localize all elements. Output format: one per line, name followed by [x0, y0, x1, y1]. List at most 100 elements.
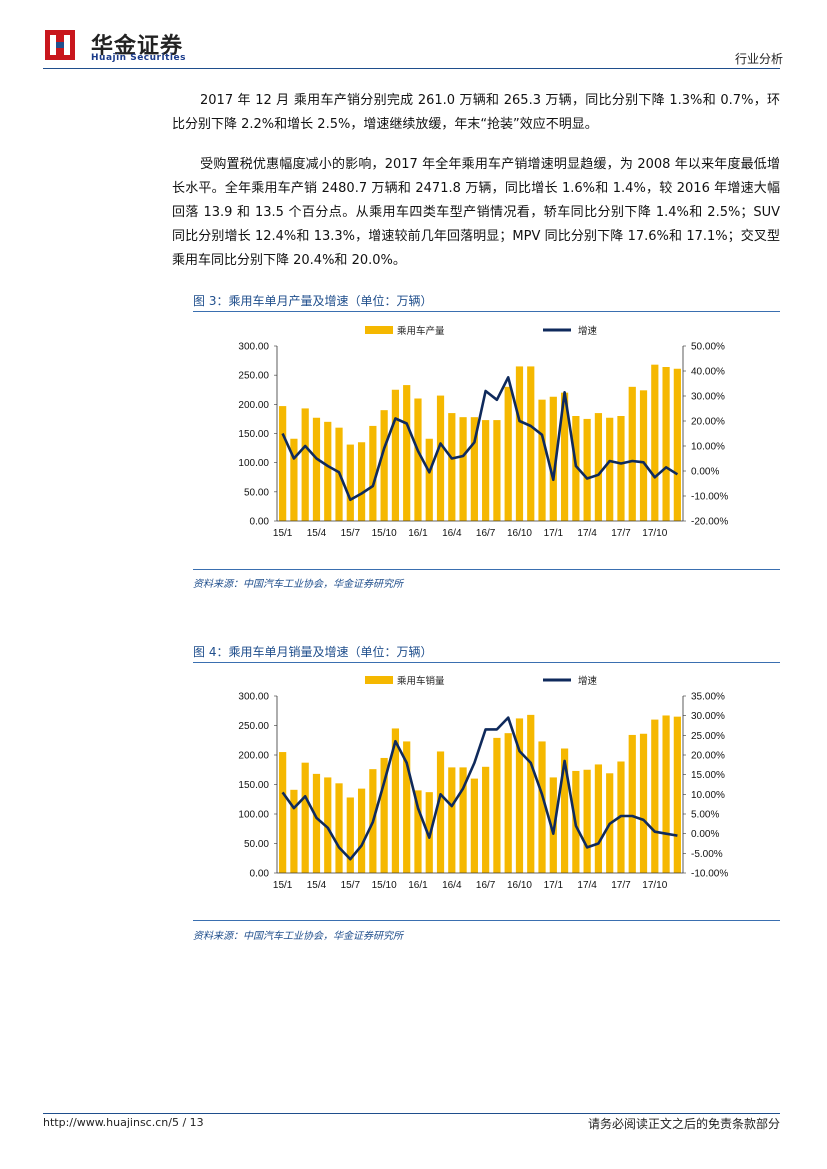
bar-mark — [357, 788, 366, 873]
bar-mark — [290, 438, 298, 521]
bar-mark — [572, 416, 580, 521]
paragraph-text: 2017 年 12 月 乘用车产销分别完成 261.0 万辆和 265.3 万辆… — [172, 93, 780, 132]
x-axis-tick-label: 16/10 — [507, 880, 532, 891]
bar-mark — [459, 767, 467, 873]
bar-mark — [436, 395, 445, 521]
left-axis-tick-label: 0.00 — [250, 869, 270, 880]
right-axis-tick-label: 20.00% — [691, 751, 725, 762]
bar-mark — [380, 757, 388, 873]
x-axis-tick-label: 16/1 — [408, 880, 428, 891]
x-axis-tick-label: 17/1 — [544, 880, 564, 891]
right-axis-tick-label: 10.00% — [691, 442, 725, 453]
x-axis-tick-label: 15/10 — [372, 880, 397, 891]
left-axis-tick-label: 300.00 — [238, 692, 269, 703]
logo-chinese-name: 华金证券 — [91, 34, 184, 59]
left-axis-tick-label: 0.00 — [250, 517, 270, 528]
bar-mark — [346, 797, 354, 873]
x-axis-tick-label: 17/10 — [642, 880, 667, 891]
x-axis-tick-label: 15/1 — [273, 528, 293, 539]
bar-mark — [594, 413, 603, 521]
figure-3-top-rule — [193, 311, 780, 312]
page-header: 华金证券 Huajin Securities 行业分析 — [43, 28, 783, 68]
bar-mark — [414, 790, 422, 873]
bar-mark — [606, 417, 614, 521]
bar-mark — [391, 389, 400, 521]
bar-mark — [436, 751, 445, 873]
bar-mark — [301, 762, 309, 873]
x-axis-tick-label: 16/1 — [408, 528, 428, 539]
bar-mark — [673, 368, 681, 521]
bar-mark — [560, 748, 569, 873]
bar-mark — [482, 420, 490, 521]
left-axis-tick-label: 50.00 — [244, 839, 269, 850]
logo-english-name: Huajin Securities — [91, 53, 186, 63]
x-axis-tick-label: 16/7 — [476, 880, 496, 891]
footer-disclaimer: 请务必阅读正文之后的免责条款部分 — [587, 1117, 780, 1131]
x-axis-tick-label: 15/7 — [341, 880, 361, 891]
x-axis-tick-label: 17/10 — [642, 528, 667, 539]
bar-mark — [380, 410, 388, 521]
left-axis-tick-label: 150.00 — [238, 429, 269, 440]
right-axis-tick-label: 40.00% — [691, 367, 725, 378]
huajin-logo-icon — [45, 30, 75, 60]
right-axis-tick-label: -10.00% — [691, 492, 728, 503]
bar-mark — [549, 396, 557, 521]
x-axis-tick-label: 16/7 — [476, 528, 496, 539]
bar-mark — [290, 789, 298, 873]
paragraph-annual-summary: 受购置税优惠幅度减小的影响，2017 年全年乘用车产销增速明显趋缓，为 2008… — [172, 153, 780, 273]
bar-mark — [651, 364, 659, 521]
figure-4-title: 图 4：乘用车单月销量及增速（单位：万辆） — [193, 645, 433, 659]
figure-3-title: 图 3：乘用车单月产量及增速（单位：万辆） — [193, 294, 433, 308]
bar-mark — [538, 399, 546, 521]
right-axis-tick-label: 35.00% — [691, 692, 725, 703]
x-axis-tick-label: 17/4 — [577, 880, 597, 891]
right-axis-tick-label: 0.00% — [691, 829, 719, 840]
header-divider — [43, 68, 780, 69]
bar-mark — [357, 442, 366, 521]
chart-production: 乘用车产量 增速 0.00 50.00 100.00 150.00 200.00 250.00… — [238, 325, 728, 539]
bar-mark — [279, 752, 287, 873]
bar-mark — [470, 417, 478, 521]
left-axis-tick-label: 100.00 — [238, 810, 269, 821]
bar-mark — [583, 418, 591, 521]
x-axis-tick-label: 15/1 — [273, 880, 293, 891]
legend-bar-swatch — [365, 326, 393, 334]
bar-mark — [346, 444, 354, 521]
bar-mark — [639, 390, 648, 521]
chart-legend: 乘用车销量 增速 — [365, 675, 598, 687]
left-axis-tick-label: 100.00 — [238, 458, 269, 469]
x-axis-tick-label: 17/1 — [544, 528, 564, 539]
bar-mark — [583, 769, 591, 873]
bar-mark — [279, 406, 287, 521]
figure-4-source: 资料来源：中国汽车工业协会，华金证券研究所 — [193, 931, 403, 942]
left-axis-tick-label: 200.00 — [238, 751, 269, 762]
legend-bar-label: 乘用车产量 — [397, 325, 445, 337]
left-axis-tick-label: 150.00 — [238, 780, 269, 791]
right-axis-tick-label: 25.00% — [691, 731, 725, 742]
legend-bar-swatch — [365, 676, 393, 684]
left-axis-tick-label: 250.00 — [238, 371, 269, 382]
legend-line-label: 增速 — [578, 325, 598, 337]
x-axis-tick-label: 16/4 — [442, 528, 462, 539]
bar-mark — [504, 386, 512, 521]
right-axis-tick-label: 30.00% — [691, 711, 725, 722]
legend-bar-label: 乘用车销量 — [397, 675, 445, 687]
bar-mark — [414, 398, 422, 521]
bar-mark — [673, 716, 681, 873]
bar-mark — [459, 417, 467, 521]
footer-divider — [43, 1113, 780, 1114]
paragraph-text: 受购置税优惠幅度减小的影响，2017 年全年乘用车产销增速明显趋缓，为 2008… — [172, 157, 780, 268]
x-axis-tick-label: 16/10 — [507, 528, 532, 539]
report-type-label: 行业分析 — [734, 52, 783, 66]
right-axis-tick-label: -10.00% — [691, 869, 728, 880]
bar-mark — [594, 764, 603, 873]
bar-mark — [448, 767, 456, 873]
bar-mark — [425, 792, 433, 873]
chart-legend: 乘用车产量 增速 — [365, 325, 598, 337]
right-axis-tick-label: 30.00% — [691, 392, 725, 403]
bar-mark — [662, 367, 670, 521]
bar-mark — [628, 386, 636, 521]
x-axis-tick-label: 15/4 — [307, 528, 327, 539]
right-axis-tick-label: 15.00% — [691, 770, 725, 781]
left-axis-tick-label: 250.00 — [238, 721, 269, 732]
